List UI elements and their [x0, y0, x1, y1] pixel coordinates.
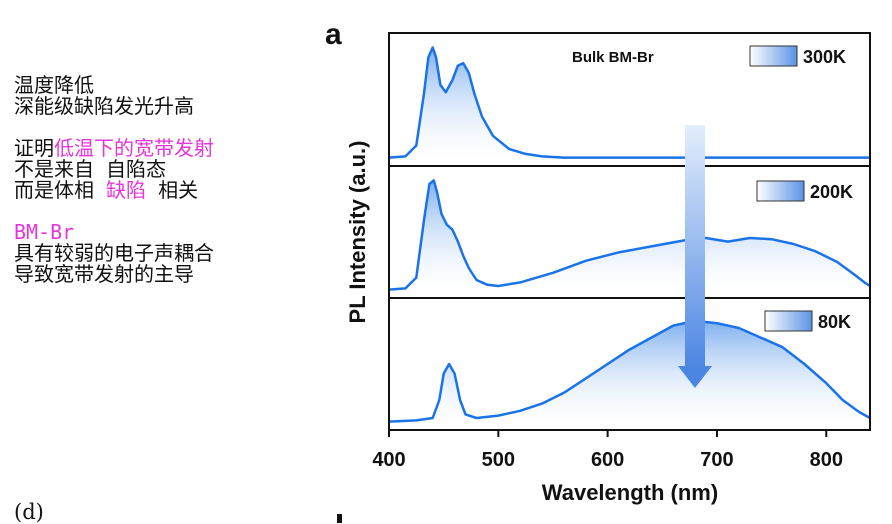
note-line: 具有较弱的电子声耦合	[14, 241, 214, 265]
y-axis-label: PL Intensity (a.u.)	[345, 141, 370, 324]
x-tick-label: 600	[591, 449, 624, 471]
legend-swatch-200K	[756, 180, 805, 202]
figure-label: (d)	[14, 500, 44, 524]
legend-label-200K: 200K	[810, 182, 853, 202]
note-highlight: 缺陷	[106, 178, 147, 202]
note-line: 深能级缺陷发光升高	[14, 94, 194, 118]
legend-swatch-80K	[764, 310, 813, 332]
area-200K	[389, 180, 870, 292]
note-text: 证明	[14, 136, 54, 160]
legend-label-300K: 300K	[803, 47, 846, 67]
x-tick-label: 700	[700, 449, 733, 471]
series-line-200K	[388, 179, 871, 291]
x-tick-label: 500	[482, 449, 515, 471]
legend-label-80K: 80K	[818, 312, 851, 332]
area-300K	[389, 47, 870, 160]
note-line: 不是来自 自陷态	[14, 157, 167, 181]
series-line-300K	[388, 46, 870, 159]
note-line: 温度降低	[14, 73, 94, 97]
legend-swatch-300K	[749, 45, 798, 67]
panel-frame	[388, 297, 871, 431]
note-text: 而是体相	[14, 178, 107, 202]
arrow-shaft	[685, 125, 705, 368]
x-axis-label: Wavelength (nm)	[542, 480, 718, 505]
note-line: 证明低温下的宽带发射	[14, 138, 314, 159]
series-line-80K	[388, 319, 871, 423]
note-text: 相关	[146, 178, 199, 202]
sample-label: Bulk BM-Br	[572, 49, 654, 66]
note-line: 而是体相 缺陷 相关	[14, 180, 314, 201]
annotation-notes: 温度降低 深能级缺陷发光升高 证明低温下的宽带发射 不是来自 自陷态 而是体相 …	[14, 75, 314, 285]
x-tick-label: 800	[810, 449, 843, 471]
next-panel-letter-fragment	[337, 514, 342, 523]
note-line: 导致宽带发射的主导	[14, 262, 194, 286]
note-highlight: 低温下的宽带发射	[54, 136, 214, 160]
note-line: BM-Br	[14, 220, 75, 244]
x-tick-label: 400	[372, 449, 405, 471]
area-80K	[389, 320, 870, 424]
arrow-head	[678, 366, 712, 388]
panel-letter: a	[325, 18, 342, 51]
